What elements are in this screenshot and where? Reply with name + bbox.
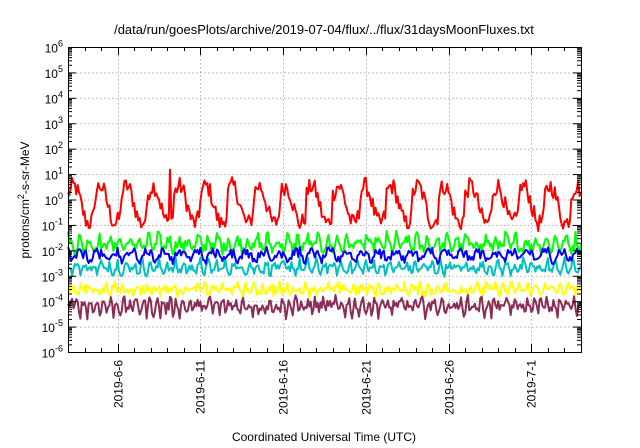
data-series <box>67 168 582 321</box>
y-tick-label: 10-5 <box>42 318 63 335</box>
series-line-5 <box>67 294 582 321</box>
y-axis-label-superscript: 2 <box>16 194 26 199</box>
x-tick-label: 2019-6-16 <box>277 360 291 415</box>
y-tick-label: 10-6 <box>42 344 63 361</box>
x-tick-label: 2019-6-6 <box>112 360 126 408</box>
y-tick-label: 10-1 <box>42 216 63 233</box>
y-tick-label: 105 <box>45 64 63 81</box>
series-line-1 <box>67 230 582 257</box>
y-tick-label: 100 <box>45 191 63 208</box>
x-tick-label: 2019-6-26 <box>443 360 457 415</box>
series-line-2 <box>67 256 582 278</box>
x-tick-label: 2019-7-1 <box>525 360 539 408</box>
series-line-3 <box>67 246 582 265</box>
y-tick-label: 10-4 <box>42 293 63 310</box>
y-tick-label: 103 <box>45 115 63 132</box>
y-tick-label: 10-3 <box>42 267 63 284</box>
y-tick-label: 106 <box>45 39 63 56</box>
chart-title: /data/run/goesPlots/archive/2019-07-04/f… <box>114 22 534 37</box>
y-tick-label: 10-2 <box>42 242 63 259</box>
y-tick-label: 104 <box>45 89 63 106</box>
y-axis-label-rest: -s-sr-MeV <box>18 141 32 194</box>
series-line-0 <box>67 168 582 232</box>
y-axis-label: protons/cm2-s-sr-MeV <box>16 141 32 258</box>
plot-frame <box>68 47 582 353</box>
y-tick-label: 101 <box>45 166 63 183</box>
axis-ticks: 106 105 104 103 102 101 100 10-1 10-2 10-3 10-4 10-… <box>42 39 582 415</box>
y-tick-label: 102 <box>45 140 63 157</box>
x-tick-label: 2019-6-21 <box>360 360 374 415</box>
x-axis-label: Coordinated Universal Time (UTC) <box>232 430 416 444</box>
y-axis-label-unit: protons/cm <box>18 199 32 258</box>
series-line-4 <box>67 280 582 299</box>
x-tick-label: 2019-6-11 <box>194 360 208 414</box>
